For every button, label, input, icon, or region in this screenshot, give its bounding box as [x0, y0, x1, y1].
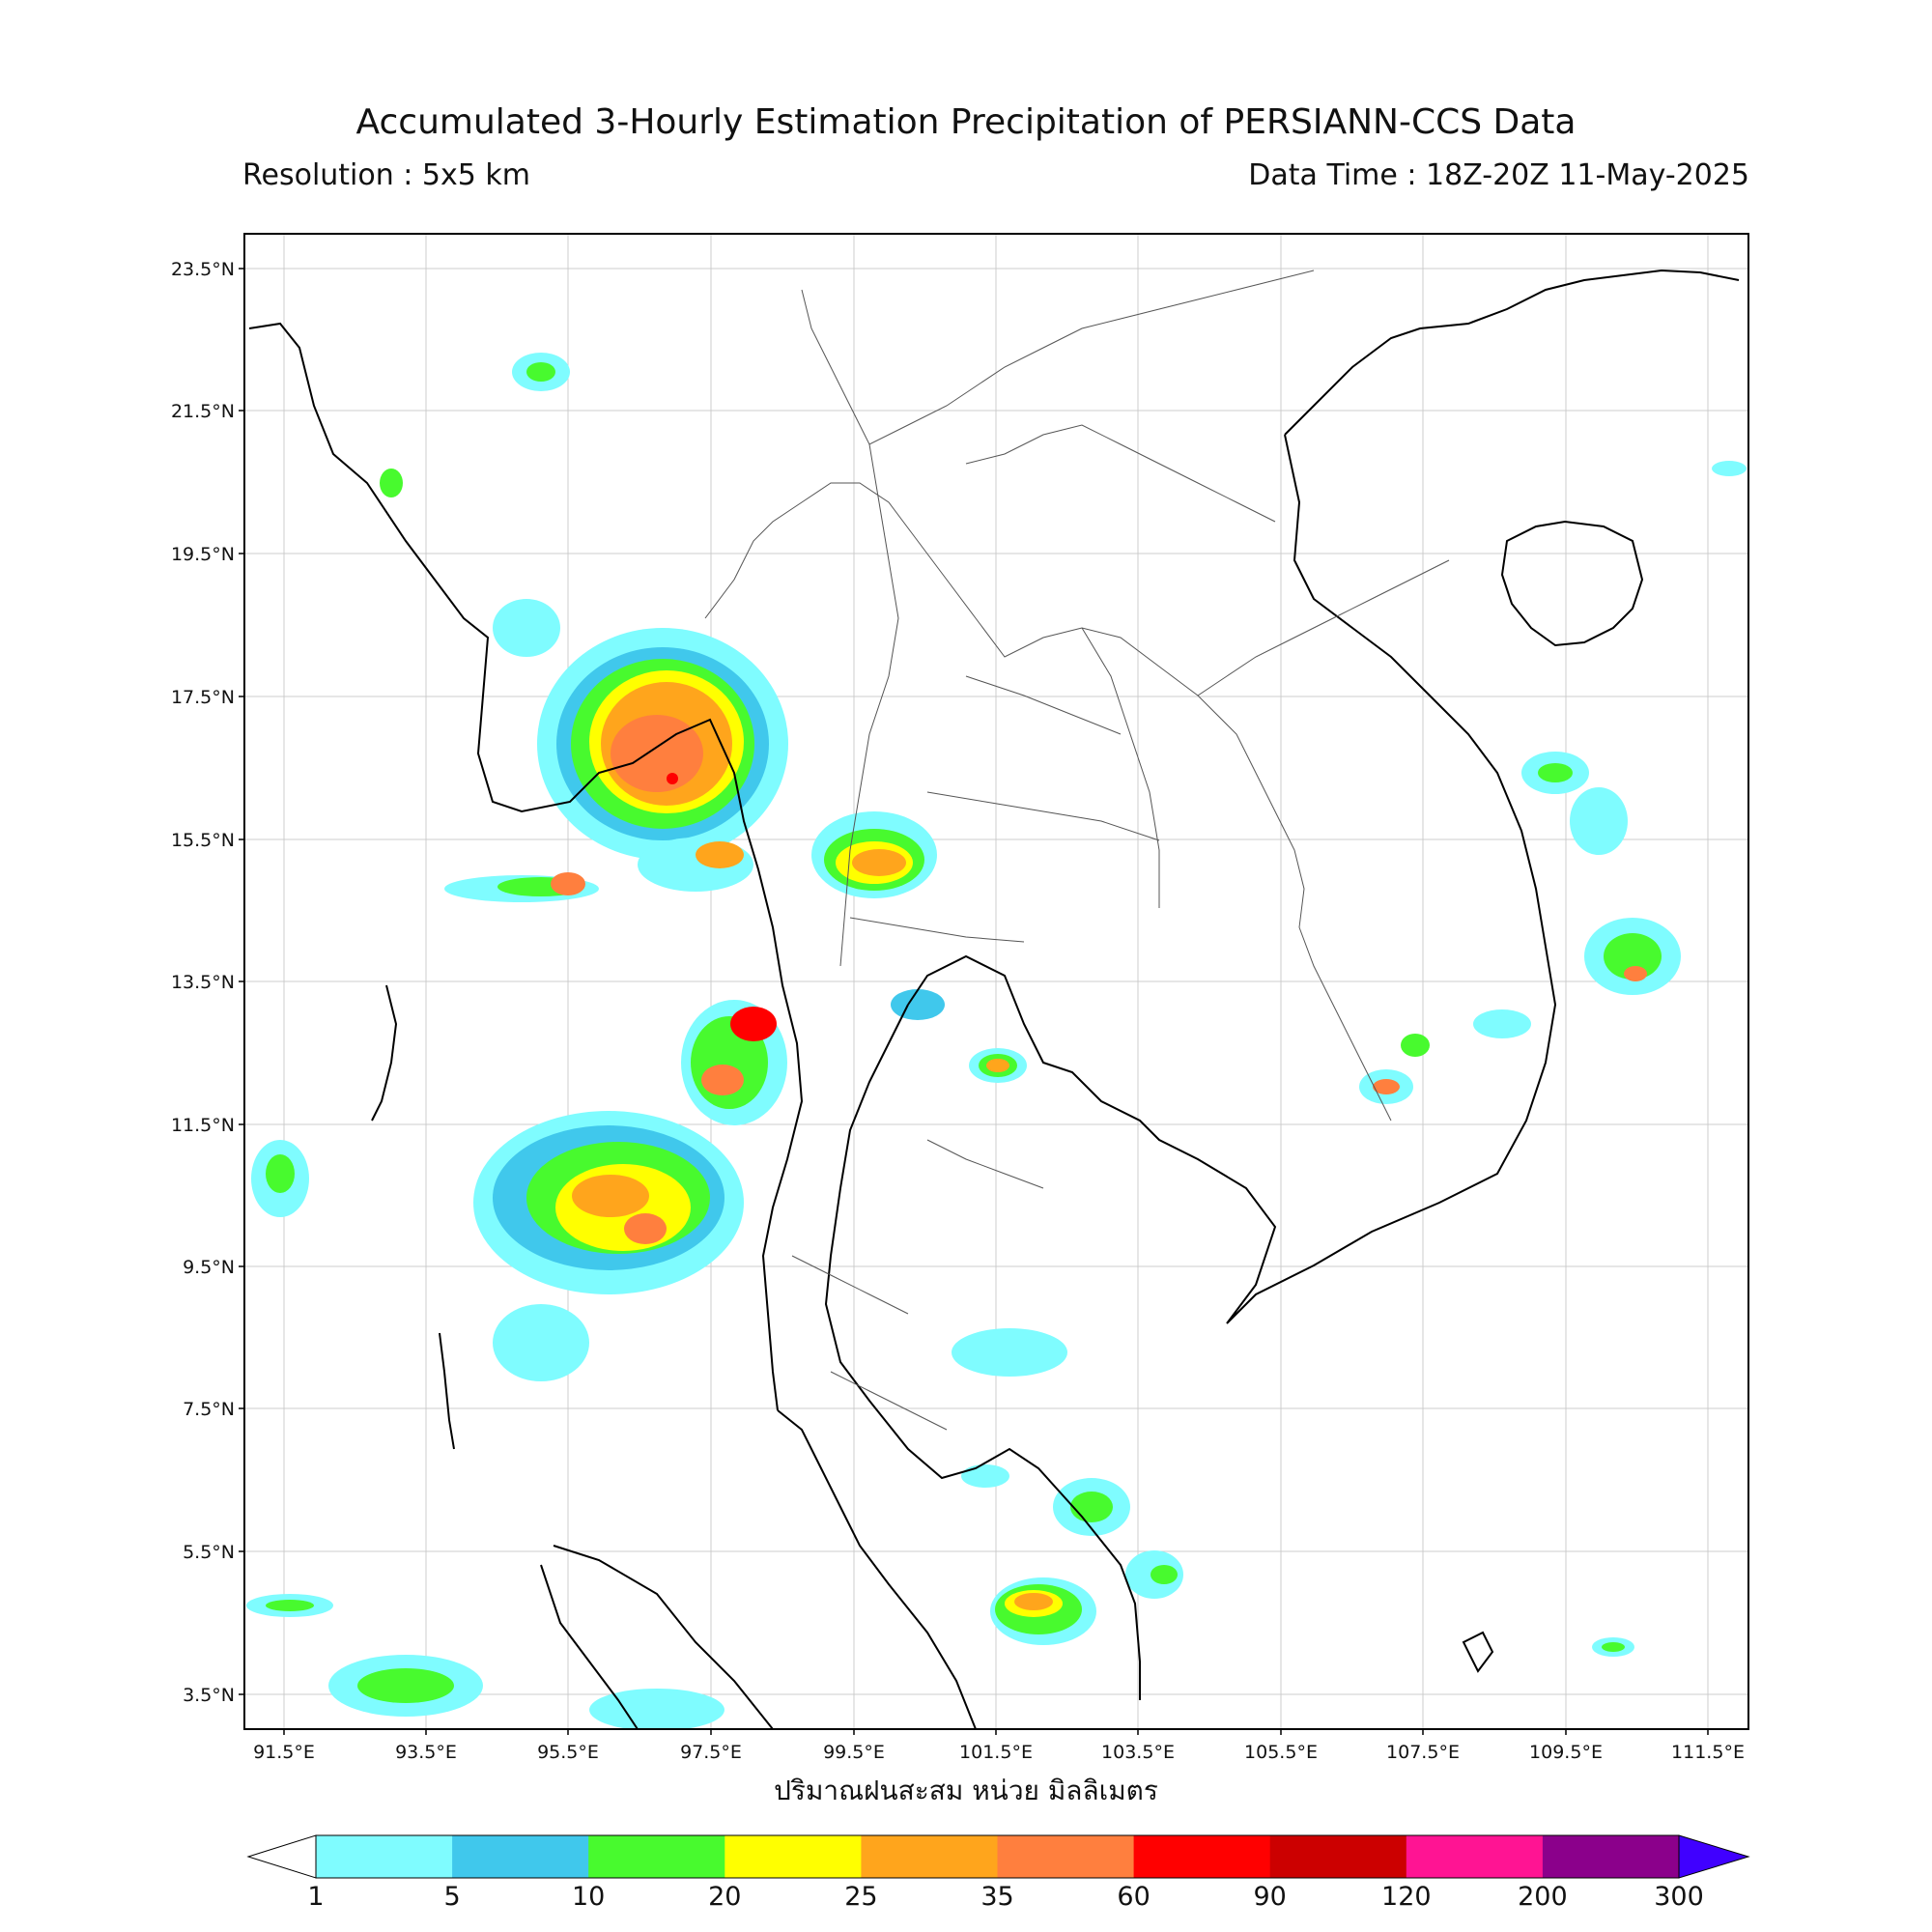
colorbar-tick-label: 10	[572, 1882, 606, 1912]
colorbar-tick-label: 60	[1117, 1882, 1151, 1912]
coastlines	[248, 269, 1740, 1729]
colorbar-border	[315, 1834, 1680, 1879]
lon-axis: 91.5°E 93.5°E 95.5°E 97.5°E 99.5°E 101.5…	[253, 1742, 1745, 1763]
lat-tick-label: 7.5°N	[183, 1399, 235, 1420]
colorbar-swatch	[452, 1835, 589, 1878]
admin-boundaries	[704, 270, 1450, 1431]
lon-tick-label: 99.5°E	[823, 1742, 885, 1763]
colorbar-swatch	[1133, 1835, 1271, 1878]
lat-tick-label: 5.5°N	[183, 1542, 235, 1563]
lon-tick-label: 107.5°E	[1386, 1742, 1460, 1763]
colorbar-swatch	[861, 1835, 998, 1878]
colorbar-tick-label: 1	[307, 1882, 325, 1912]
lon-tick-label: 101.5°E	[959, 1742, 1033, 1763]
lon-tick-label: 95.5°E	[537, 1742, 599, 1763]
colorbar-over-icon	[1678, 1834, 1750, 1879]
lat-tick-label: 19.5°N	[171, 544, 235, 565]
colorbar-swatch	[316, 1835, 453, 1878]
colorbar-tick-label: 5	[443, 1882, 461, 1912]
lat-axis: 23.5°N 21.5°N 19.5°N 17.5°N 15.5°N 13.5°…	[171, 259, 235, 1706]
lon-tick-label: 97.5°E	[680, 1742, 742, 1763]
lat-tick-label: 3.5°N	[183, 1685, 235, 1706]
axis-ticks	[239, 268, 1709, 1735]
lat-tick-label: 17.5°N	[171, 687, 235, 708]
colorbar-tick-label: 90	[1253, 1882, 1287, 1912]
data-time-label: Data Time : 18Z-20Z 11-May-2025	[1248, 158, 1749, 192]
colorbar-swatch	[1269, 1835, 1407, 1878]
colorbar-tick-label: 35	[980, 1882, 1014, 1912]
colorbar-under-icon	[246, 1834, 317, 1879]
colorbar	[246, 1834, 1750, 1879]
colorbar-swatch	[724, 1835, 862, 1878]
lon-tick-label: 111.5°E	[1671, 1742, 1745, 1763]
colorbar-swatch	[588, 1835, 725, 1878]
resolution-label: Resolution : 5x5 km	[242, 158, 530, 192]
lat-tick-label: 13.5°N	[171, 972, 235, 993]
colorbar-swatch	[1542, 1835, 1680, 1878]
colorbar-tick-label: 300	[1654, 1882, 1704, 1912]
colorbar-swatch	[1406, 1835, 1544, 1878]
colorbar-tick-label: 200	[1518, 1882, 1568, 1912]
lat-tick-label: 15.5°N	[171, 830, 235, 851]
lon-tick-label: 109.5°E	[1529, 1742, 1603, 1763]
lon-tick-label: 93.5°E	[395, 1742, 457, 1763]
lat-tick-label: 23.5°N	[171, 259, 235, 280]
colorbar-label: ปริมาณฝนสะสม หน่วย มิลลิเมตร	[774, 1775, 1158, 1806]
lon-tick-label: 91.5°E	[253, 1742, 315, 1763]
lon-tick-label: 103.5°E	[1101, 1742, 1175, 1763]
colorbar-swatch	[997, 1835, 1135, 1878]
lat-tick-label: 11.5°N	[171, 1115, 235, 1136]
colorbar-tick-label: 25	[844, 1882, 878, 1912]
map-title: Accumulated 3-Hourly Estimation Precipit…	[355, 102, 1577, 142]
lat-tick-label: 21.5°N	[171, 401, 235, 422]
colorbar-tick-label: 120	[1381, 1882, 1432, 1912]
lon-tick-label: 105.5°E	[1244, 1742, 1318, 1763]
precipitation-field	[246, 353, 1747, 1729]
colorbar-tick-label: 20	[708, 1882, 742, 1912]
lat-tick-label: 9.5°N	[183, 1257, 235, 1278]
